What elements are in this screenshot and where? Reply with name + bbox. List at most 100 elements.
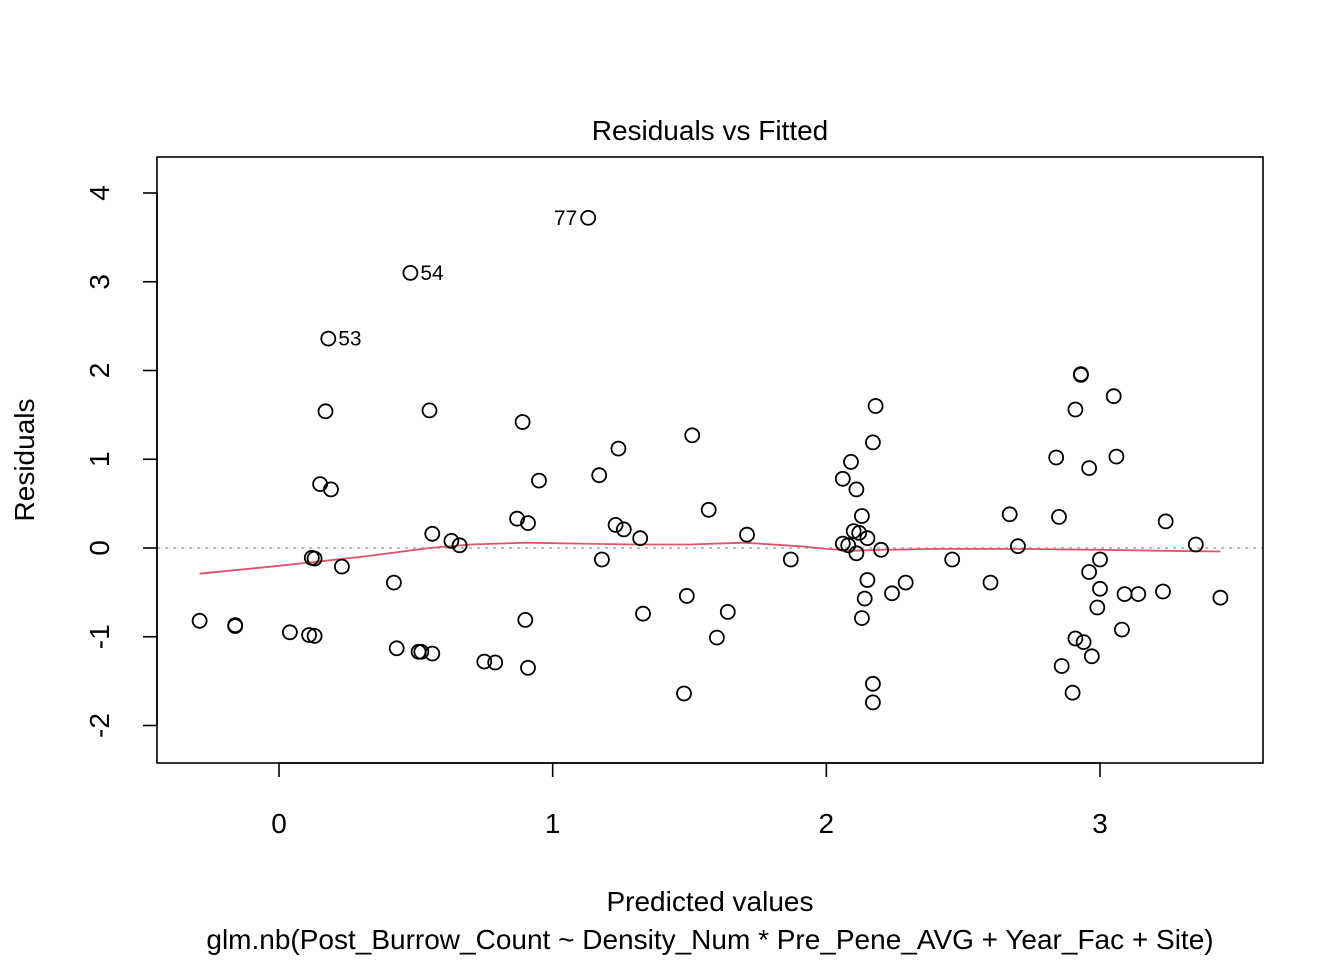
data-point — [1081, 460, 1097, 477]
data-point — [1114, 621, 1130, 638]
data-point — [843, 453, 859, 470]
y-axis-label: Residuals — [9, 399, 40, 522]
y-tick-label: 2 — [84, 363, 115, 379]
data-point — [520, 659, 536, 676]
data-point — [782, 551, 799, 568]
data-point — [709, 629, 725, 646]
data-point — [388, 640, 405, 657]
x-axis-label: Predicted values — [606, 886, 813, 917]
data-point — [739, 526, 755, 543]
data-point — [306, 628, 323, 644]
data-point — [1067, 401, 1084, 418]
data-point — [840, 537, 857, 554]
data-point — [1001, 506, 1018, 523]
data-point — [834, 470, 851, 487]
data-point — [333, 558, 350, 575]
data-point — [1108, 448, 1125, 465]
data-point — [424, 525, 441, 542]
data-point — [854, 508, 870, 524]
data-point — [615, 521, 632, 538]
data-point — [306, 550, 323, 567]
x-tick-label: 1 — [545, 808, 561, 839]
data-point — [594, 551, 610, 568]
point-labels-layer: 77 54 53 — [338, 207, 577, 351]
data-point — [635, 605, 651, 622]
data-point — [1081, 564, 1097, 580]
data-point — [607, 517, 624, 533]
data-point — [854, 610, 870, 626]
data-point — [424, 645, 441, 662]
data-point — [610, 440, 627, 457]
x-tick-label: 3 — [1092, 808, 1108, 839]
data-point — [884, 585, 900, 602]
data-point — [402, 264, 419, 281]
data-point — [413, 643, 430, 660]
data-point — [865, 434, 881, 451]
data-point — [1048, 449, 1065, 466]
data-point — [1105, 388, 1122, 405]
data-point — [509, 510, 525, 527]
data-point — [676, 685, 692, 702]
data-point — [944, 551, 961, 568]
data-point — [323, 481, 339, 498]
data-point — [320, 330, 337, 347]
data-point — [443, 533, 460, 549]
data-point — [859, 530, 876, 547]
data-point — [1064, 684, 1081, 701]
data-point — [1089, 599, 1106, 616]
data-point — [317, 403, 334, 420]
data-point — [700, 501, 717, 518]
data-point — [848, 481, 865, 498]
smooth-line-layer — [199, 541, 1221, 575]
x-axis: 0 1 2 3 — [271, 762, 1108, 839]
y-tick-label: 4 — [84, 185, 115, 201]
point-label: 53 — [338, 328, 361, 351]
data-point — [227, 617, 244, 634]
y-axis: -2 -1 0 1 2 3 4 — [84, 185, 158, 738]
data-point — [191, 612, 208, 629]
y-tick-label: -1 — [84, 624, 115, 649]
y-tick-label: 0 — [84, 540, 115, 556]
data-point — [867, 398, 884, 414]
model-formula-subtitle: glm.nb(Post_Burrow_Count ~ Density_Num *… — [206, 924, 1213, 955]
data-point — [719, 604, 736, 620]
smooth-trend-line — [199, 541, 1221, 575]
data-point — [487, 654, 504, 671]
data-point — [476, 653, 493, 670]
data-point — [1092, 551, 1108, 568]
data-point — [1155, 583, 1171, 600]
data-point — [856, 590, 873, 607]
data-point — [580, 209, 597, 226]
data-point — [1075, 634, 1092, 650]
data-point — [865, 675, 881, 692]
data-point — [421, 402, 438, 419]
data-point — [451, 537, 468, 554]
data-point — [281, 624, 298, 641]
data-point — [848, 545, 865, 562]
point-label: 77 — [554, 207, 577, 230]
data-point — [517, 612, 534, 628]
data-point — [684, 427, 701, 444]
data-point — [1157, 513, 1174, 530]
data-point — [1083, 648, 1100, 665]
data-point — [520, 515, 536, 531]
chart-title: Residuals vs Fitted — [592, 115, 829, 146]
data-point — [1073, 366, 1089, 383]
data-point — [859, 572, 876, 588]
data-point — [1010, 538, 1026, 555]
x-tick-label: 0 — [271, 808, 287, 839]
data-point — [865, 694, 881, 711]
y-tick-label: -2 — [84, 713, 115, 738]
y-tick-label: 3 — [84, 274, 115, 290]
data-point — [1130, 586, 1147, 602]
data-point — [385, 574, 402, 591]
data-point — [678, 588, 695, 604]
data-point — [632, 530, 649, 547]
data-point — [591, 467, 608, 484]
data-point — [851, 525, 868, 541]
data-point — [1187, 536, 1204, 553]
data-point — [514, 414, 531, 430]
data-point — [301, 627, 318, 643]
